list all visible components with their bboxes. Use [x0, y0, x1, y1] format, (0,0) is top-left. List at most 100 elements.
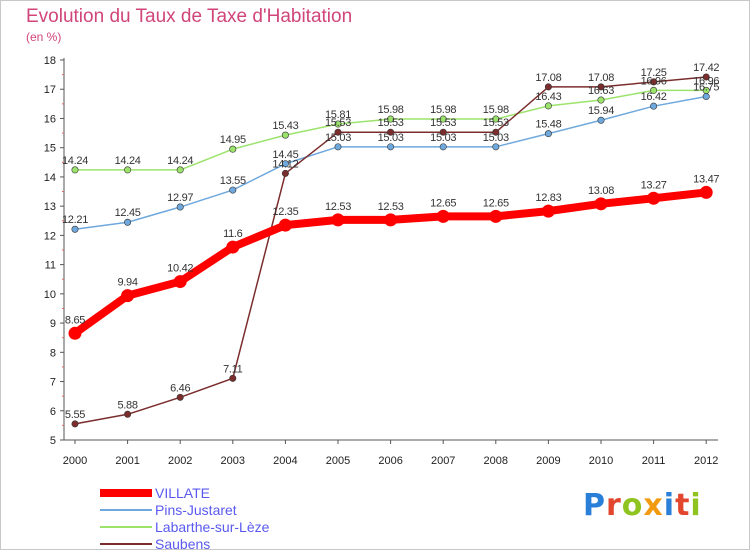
data-label: 14.45	[272, 149, 298, 161]
data-label: 12.45	[115, 207, 141, 219]
logo-letter: i	[663, 488, 676, 523]
legend-item: Saubens	[100, 535, 269, 552]
data-label: 13.27	[641, 179, 667, 191]
y-tick-label: 12	[44, 230, 56, 242]
data-point	[334, 128, 342, 136]
data-point	[702, 73, 710, 81]
data-point	[281, 169, 289, 177]
data-point	[387, 143, 395, 151]
data-point	[541, 204, 555, 218]
data-point	[387, 115, 395, 123]
data-label: 13.47	[693, 173, 719, 185]
data-label: 12.97	[167, 192, 193, 204]
data-label: 5.55	[65, 409, 85, 421]
data-point	[229, 145, 237, 153]
data-label: 17.08	[588, 72, 614, 84]
data-point	[597, 116, 605, 124]
data-point	[278, 218, 292, 232]
data-point	[544, 83, 552, 91]
data-label: 15.94	[588, 105, 614, 117]
data-label: 15.98	[430, 104, 456, 116]
y-tick-label: 7	[50, 377, 56, 389]
data-point	[439, 115, 447, 123]
data-point	[281, 131, 289, 139]
data-label: 16.75	[693, 82, 719, 94]
data-label: 15.03	[430, 132, 456, 144]
data-point	[650, 86, 658, 94]
proxiti-logo: Proxiti	[583, 488, 702, 523]
data-label: 12.65	[430, 197, 456, 209]
y-tick-label: 13	[44, 201, 56, 213]
data-point	[176, 203, 184, 211]
x-tick-label: 2002	[168, 455, 192, 467]
legend-label: Saubens	[155, 535, 211, 552]
data-label: 17.42	[693, 62, 719, 74]
data-label: 12.53	[325, 201, 351, 213]
legend-label: Pins-Justaret	[155, 501, 237, 518]
data-label: 15.53	[483, 117, 509, 129]
data-label: 14.24	[62, 155, 88, 167]
data-point	[226, 240, 240, 254]
logo-letter: o	[621, 488, 644, 523]
data-label: 15.98	[483, 104, 509, 116]
data-point	[331, 213, 345, 227]
data-label: 13.55	[220, 175, 246, 187]
x-tick-label: 2003	[221, 455, 245, 467]
x-tick-label: 2006	[378, 455, 402, 467]
y-tick-label: 14	[44, 172, 56, 184]
y-tick-label: 5	[50, 435, 56, 447]
data-point	[173, 275, 187, 289]
data-point	[71, 420, 79, 428]
data-point	[68, 326, 82, 340]
data-point	[124, 218, 132, 226]
data-label: 17.25	[641, 67, 667, 79]
data-point	[121, 289, 135, 303]
x-tick-label: 2001	[115, 455, 139, 467]
data-point	[492, 143, 500, 151]
y-tick-label: 17	[44, 84, 56, 96]
x-tick-label: 2000	[63, 455, 87, 467]
data-label: 15.53	[325, 117, 351, 129]
data-label: 12.21	[62, 214, 88, 226]
data-label: 15.03	[483, 132, 509, 144]
data-point	[176, 393, 184, 401]
chart-legend: VILLATE Pins-Justaret Labarthe-sur-Lèze Sau…	[100, 484, 269, 552]
logo-letter: r	[606, 488, 622, 523]
data-point	[544, 102, 552, 110]
data-label: 14.12	[272, 158, 298, 170]
data-label: 5.88	[117, 399, 137, 411]
legend-swatch	[100, 542, 152, 545]
data-label: 12.83	[535, 192, 561, 204]
data-label: 11.6	[223, 228, 243, 240]
data-point	[71, 225, 79, 233]
y-tick-label: 6	[50, 406, 56, 418]
data-label: 12.53	[378, 201, 404, 213]
x-tick-label: 2005	[326, 455, 350, 467]
legend-swatch	[100, 525, 152, 528]
x-tick-label: 2010	[589, 455, 613, 467]
x-tick-label: 2007	[431, 455, 455, 467]
data-label: 15.81	[325, 109, 351, 121]
legend-item: VILLATE	[100, 484, 269, 501]
data-point	[71, 166, 79, 174]
y-tick-label: 9	[50, 318, 56, 330]
data-point	[544, 130, 552, 138]
legend-label: VILLATE	[155, 484, 210, 501]
y-tick-label: 8	[50, 347, 56, 359]
data-point	[176, 166, 184, 174]
data-label: 15.98	[378, 104, 404, 116]
data-point	[334, 120, 342, 128]
logo-letter: i	[690, 488, 702, 523]
data-point	[650, 102, 658, 110]
data-point	[124, 166, 132, 174]
data-label: 16.42	[641, 91, 667, 103]
logo-letter: P	[583, 488, 606, 523]
data-point	[492, 115, 500, 123]
data-point	[229, 374, 237, 382]
data-point	[387, 128, 395, 136]
legend-item: Pins-Justaret	[100, 501, 269, 518]
data-label: 15.43	[272, 120, 298, 132]
data-label: 13.08	[588, 185, 614, 197]
logo-letter: t	[675, 488, 691, 523]
